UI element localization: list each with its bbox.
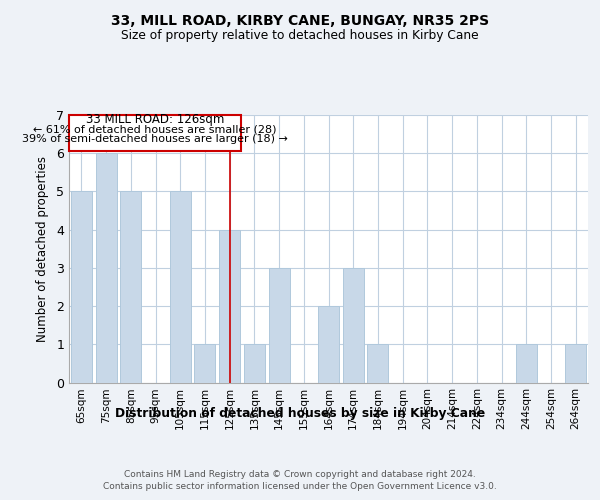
Text: 33, MILL ROAD, KIRBY CANE, BUNGAY, NR35 2PS: 33, MILL ROAD, KIRBY CANE, BUNGAY, NR35 … bbox=[111, 14, 489, 28]
Bar bbox=[269, 268, 290, 382]
Bar bbox=[170, 192, 191, 382]
Bar bbox=[120, 192, 141, 382]
Bar bbox=[318, 306, 339, 382]
Bar bbox=[95, 153, 116, 382]
Text: Distribution of detached houses by size in Kirby Cane: Distribution of detached houses by size … bbox=[115, 408, 485, 420]
Text: ← 61% of detached houses are smaller (28): ← 61% of detached houses are smaller (28… bbox=[34, 124, 277, 134]
Bar bbox=[367, 344, 388, 383]
Bar bbox=[244, 344, 265, 383]
Text: 33 MILL ROAD: 126sqm: 33 MILL ROAD: 126sqm bbox=[86, 113, 224, 126]
FancyBboxPatch shape bbox=[69, 115, 241, 152]
Bar bbox=[71, 192, 92, 382]
Bar bbox=[343, 268, 364, 382]
Bar bbox=[219, 230, 240, 382]
Bar bbox=[194, 344, 215, 383]
Y-axis label: Number of detached properties: Number of detached properties bbox=[36, 156, 49, 342]
Text: Contains public sector information licensed under the Open Government Licence v3: Contains public sector information licen… bbox=[103, 482, 497, 491]
Text: Contains HM Land Registry data © Crown copyright and database right 2024.: Contains HM Land Registry data © Crown c… bbox=[124, 470, 476, 479]
Text: 39% of semi-detached houses are larger (18) →: 39% of semi-detached houses are larger (… bbox=[22, 134, 288, 143]
Bar bbox=[565, 344, 586, 383]
Bar bbox=[516, 344, 537, 383]
Text: Size of property relative to detached houses in Kirby Cane: Size of property relative to detached ho… bbox=[121, 29, 479, 42]
